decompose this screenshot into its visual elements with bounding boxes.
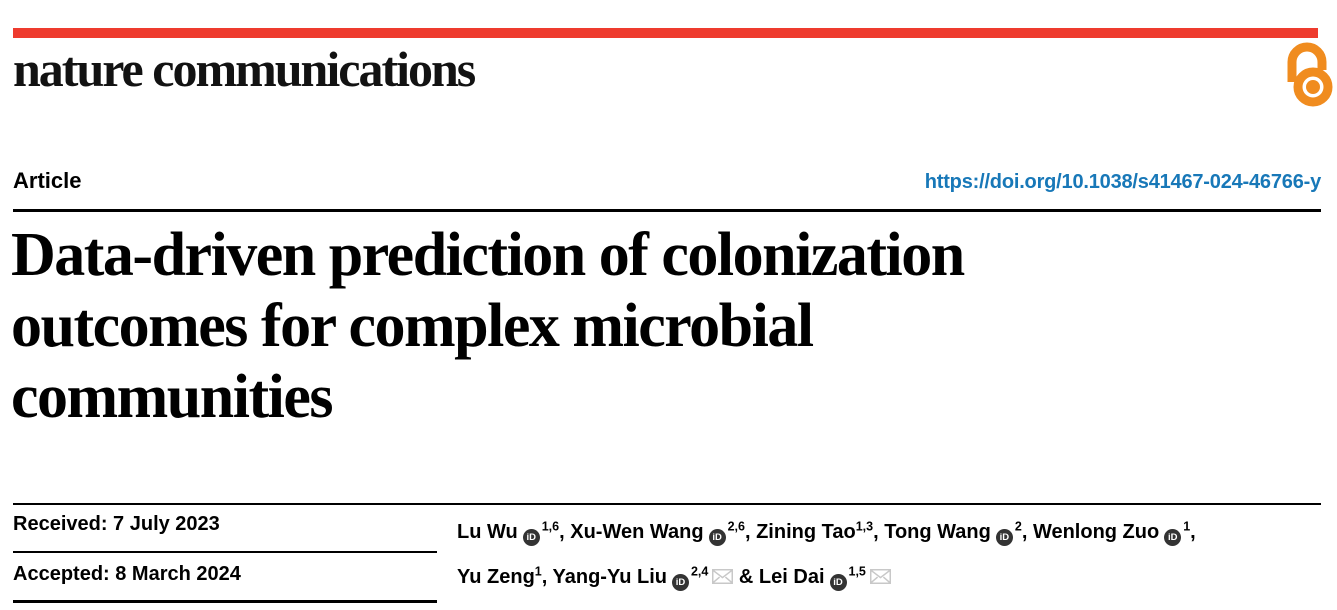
author-affiliation-superscript: 1,6 xyxy=(541,519,560,533)
article-title-line: communities xyxy=(11,363,334,431)
author-separator: , xyxy=(1190,520,1196,543)
author-name: Lu Wu xyxy=(457,520,518,543)
article-title-line: Data-driven prediction of colonization xyxy=(11,221,965,289)
article-title-line: outcomes for complex microbial xyxy=(11,292,814,360)
envelope-icon[interactable] xyxy=(869,558,891,598)
header-row: Article https://doi.org/10.1038/s41467-0… xyxy=(13,168,1321,194)
author: Yang-Yu Liu iD2,4 & xyxy=(552,564,759,592)
orcid-icon[interactable]: iD xyxy=(1164,528,1182,546)
journal-logo: nature communications xyxy=(13,41,476,97)
header-divider xyxy=(13,209,1321,212)
orcid-icon[interactable]: iD xyxy=(708,528,726,546)
envelope-icon[interactable] xyxy=(712,558,734,598)
author-separator: , xyxy=(873,520,885,543)
author-name: Wenlong Zuo xyxy=(1032,520,1160,543)
author-affiliation-superscript: 1 xyxy=(1183,519,1191,533)
dates-divider xyxy=(13,551,437,553)
orcid-icon[interactable]: iD xyxy=(522,528,540,546)
author-name: Xu-Wen Wang xyxy=(570,520,704,543)
footer-top-divider xyxy=(13,503,1321,505)
author: Wenlong Zuo iD1, xyxy=(1032,519,1196,546)
author-name: Zining Tao xyxy=(756,520,856,543)
article-title: Data-driven prediction of colonization o… xyxy=(11,220,1211,433)
author-separator: , xyxy=(559,520,571,543)
author-affiliation-superscript: 2,4 xyxy=(690,564,709,579)
author: Xu-Wen Wang iD2,6, xyxy=(570,519,757,546)
author: Yu Zeng1, xyxy=(457,564,553,589)
orcid-icon[interactable]: iD xyxy=(995,528,1013,546)
author-name: Yu Zeng xyxy=(457,566,535,589)
author-separator: , xyxy=(1021,520,1033,543)
author-separator: , xyxy=(541,566,553,589)
author-affiliation-superscript: 1 xyxy=(534,564,542,579)
author-list: Lu Wu iD1,6, Xu-Wen Wang iD2,6, Zining Tao… xyxy=(457,506,1332,598)
author: Lu Wu iD1,6, xyxy=(457,519,571,546)
author: Zining Tao1,3, xyxy=(756,519,885,543)
open-access-icon xyxy=(1287,42,1333,107)
doi-link[interactable]: https://doi.org/10.1038/s41467-024-46766… xyxy=(924,171,1321,193)
accepted-date: Accepted: 8 March 2024 xyxy=(13,563,241,585)
author-name: Tong Wang xyxy=(884,520,991,543)
author-separator: & xyxy=(733,566,759,589)
author-affiliation-superscript: 1,5 xyxy=(848,564,866,579)
author-affiliation-superscript: 1,3 xyxy=(855,519,874,533)
masthead-accent-bar xyxy=(13,28,1318,38)
article-type-label: Article xyxy=(13,168,82,193)
orcid-icon[interactable]: iD xyxy=(671,574,689,592)
dates-bottom-divider xyxy=(13,600,437,603)
received-date: Received: 7 July 2023 xyxy=(13,513,220,535)
author-name: Yang-Yu Liu xyxy=(552,566,667,589)
author: Lei Dai iD1,5 xyxy=(758,564,891,592)
author: Tong Wang iD2, xyxy=(884,519,1033,546)
author-affiliation-superscript: 2 xyxy=(1014,519,1022,533)
author-separator: , xyxy=(744,520,757,543)
author-affiliation-superscript: 2,6 xyxy=(727,519,745,533)
orcid-icon[interactable]: iD xyxy=(829,574,847,592)
author-name: Lei Dai xyxy=(758,566,825,589)
